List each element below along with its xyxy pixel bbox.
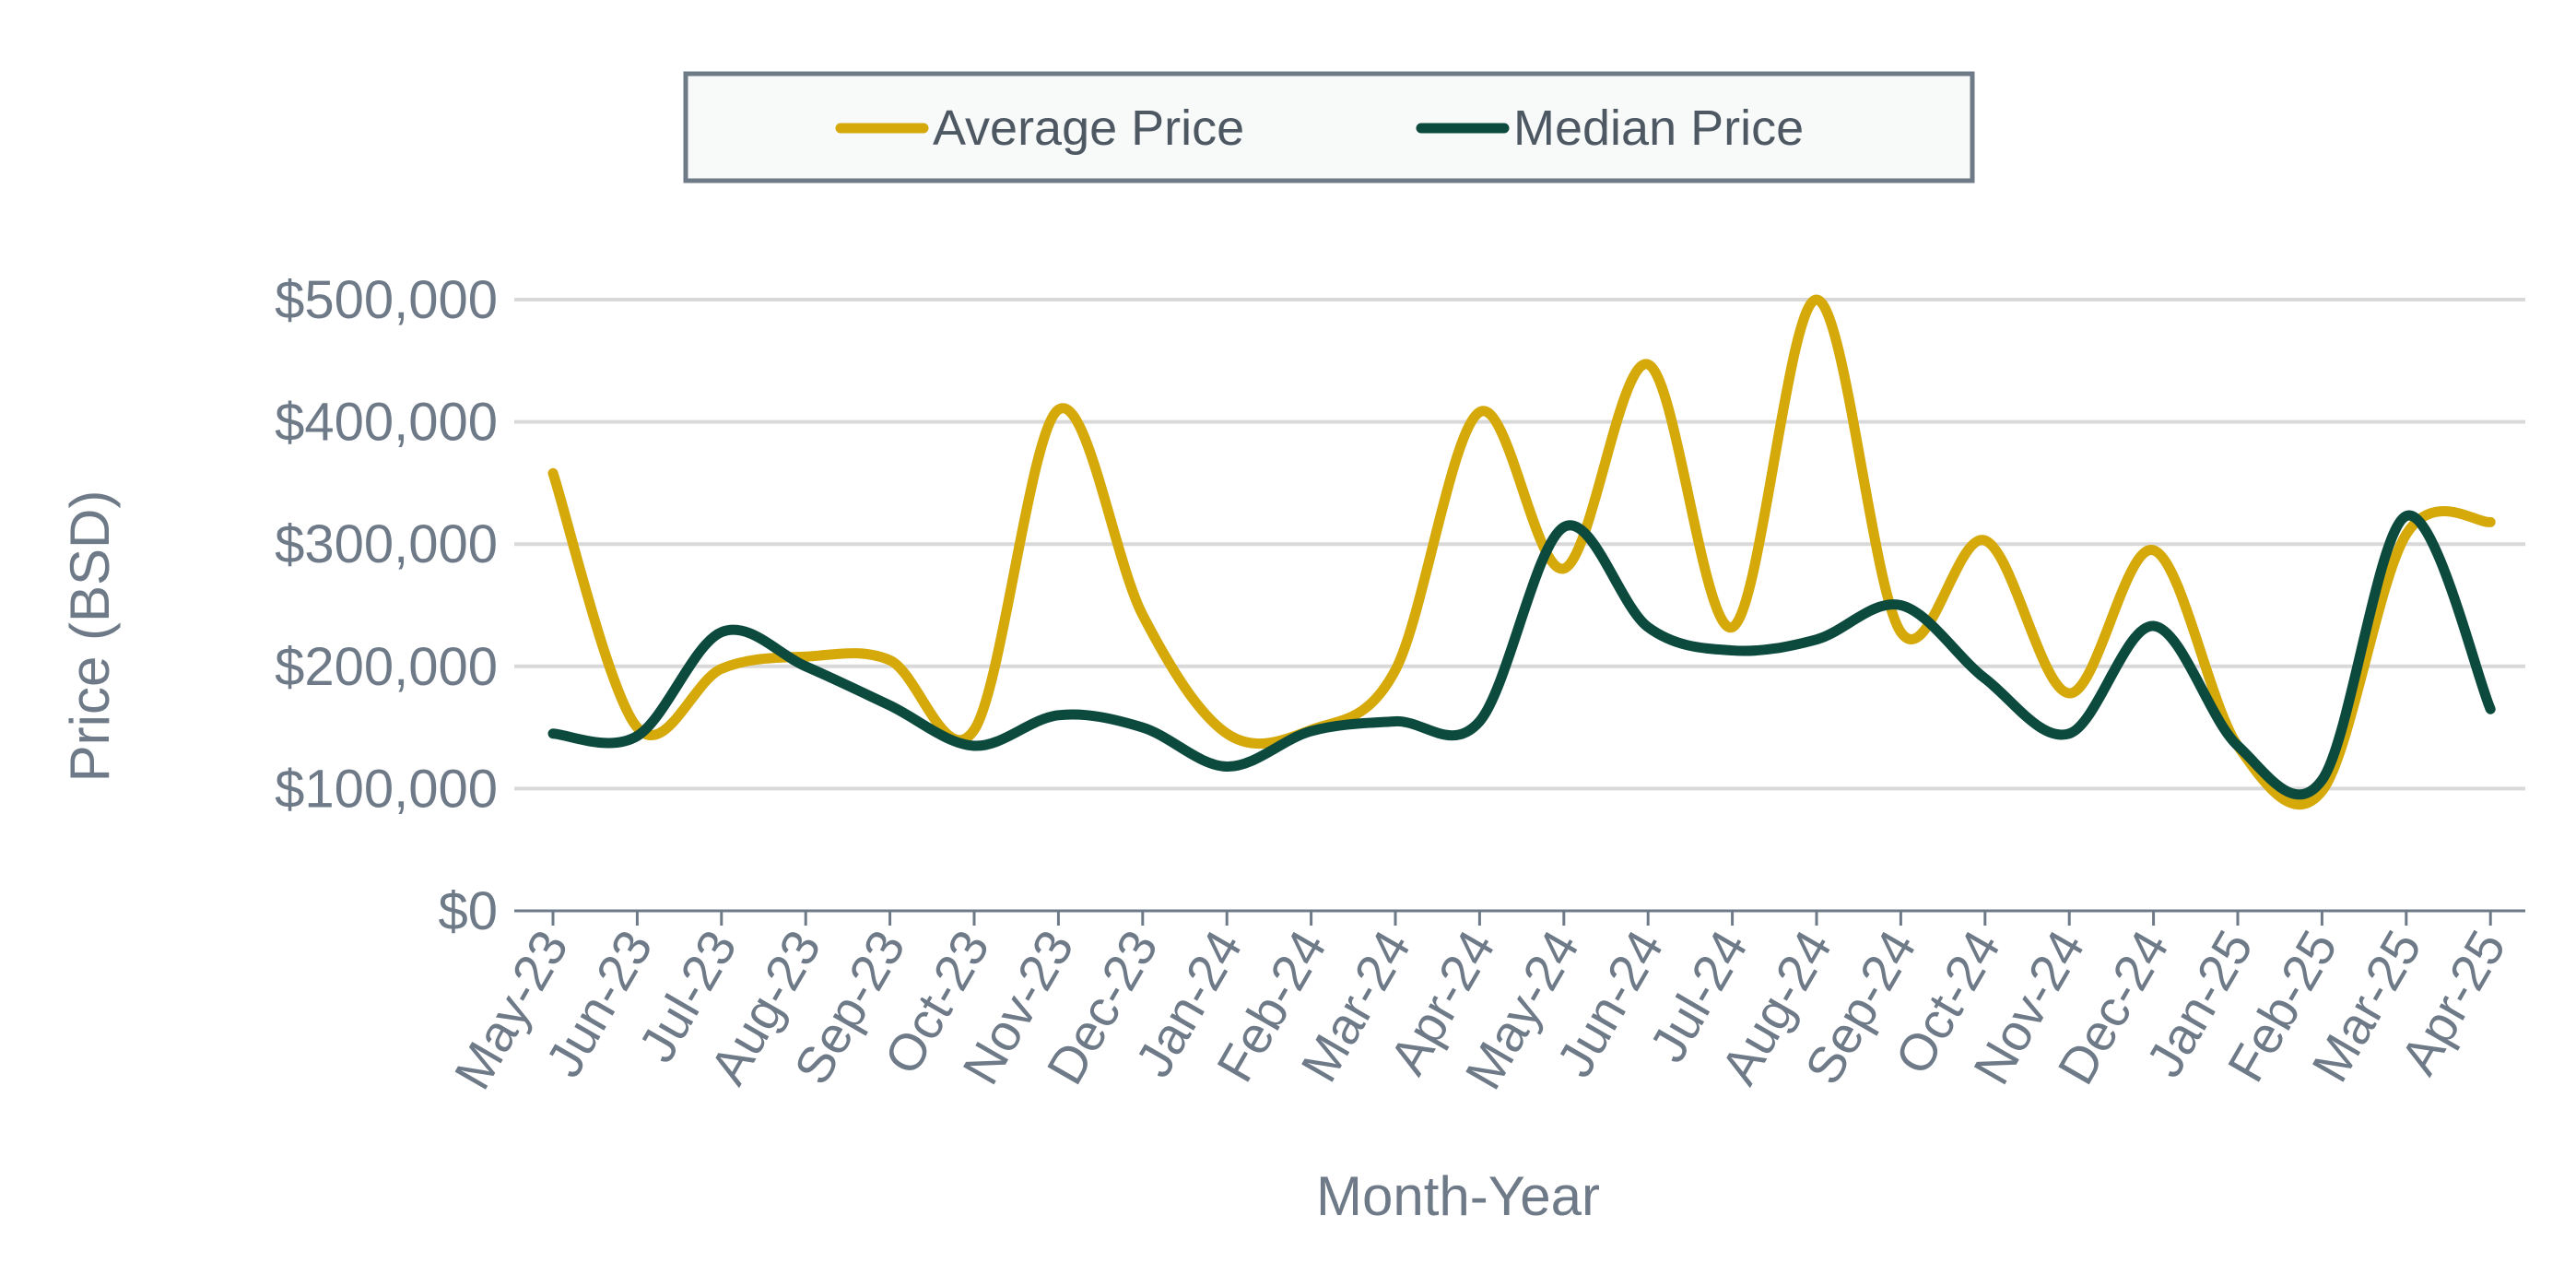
y-tick-label: $300,000 — [275, 514, 498, 574]
x-axis: May-23Jun-23Jul-23Aug-23Sep-23Oct-23Nov-… — [442, 909, 2525, 1099]
y-tick-label: $400,000 — [275, 393, 498, 453]
y-axis-title: Price (BSD) — [59, 490, 121, 783]
y-tick-label: $0 — [438, 881, 498, 941]
series-line-average-price — [547, 294, 2496, 809]
y-tick-label: $500,000 — [275, 270, 498, 330]
series-line-median-price — [547, 510, 2496, 800]
legend: Average Price Median Price — [683, 71, 1975, 183]
y-tick-label: $200,000 — [275, 637, 498, 697]
gridlines — [514, 298, 2525, 791]
y-axis-ticks: $0 $100,000 $200,000 $300,000 $400,000 $500,0… — [275, 270, 498, 941]
series-lines — [547, 294, 2496, 809]
x-axis-title: Month-Year — [1316, 1165, 1600, 1227]
y-tick-label: $100,000 — [275, 759, 498, 819]
legend-label-average: Average Price — [933, 100, 1244, 156]
legend-label-median: Median Price — [1513, 100, 1804, 156]
